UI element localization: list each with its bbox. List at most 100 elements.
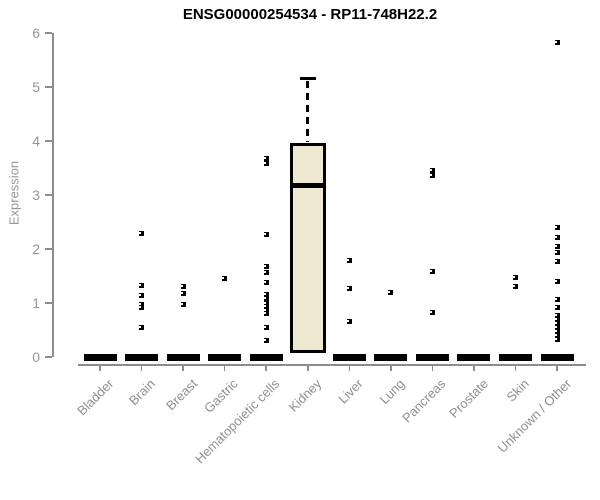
x-category-label: Unknown / Other: [494, 376, 574, 456]
box-body: [289, 142, 326, 354]
outlier-point: [263, 304, 269, 310]
collapsed-box: [249, 353, 283, 361]
x-tick: [140, 364, 143, 371]
outlier-point: [263, 324, 269, 330]
y-tick-label: 5: [32, 79, 40, 95]
outlier-point: [139, 293, 145, 299]
outlier-point: [346, 257, 352, 263]
outlier-point: [263, 311, 269, 317]
outlier-point: [554, 329, 560, 335]
collapsed-box: [83, 353, 117, 361]
outlier-point: [513, 275, 518, 281]
outlier-point: [139, 305, 145, 311]
x-tick: [182, 364, 184, 371]
outlier-point: [139, 301, 145, 307]
y-tick: [45, 356, 52, 358]
x-tick: [223, 364, 226, 371]
outlier-point: [346, 285, 352, 291]
x-category-label: Kidney: [285, 376, 325, 415]
x-tick: [265, 364, 267, 371]
x-tick: [556, 364, 558, 371]
outlier-point: [429, 269, 435, 275]
outlier-point: [180, 284, 186, 290]
y-tick: [45, 302, 52, 304]
y-tick-label: 4: [32, 133, 40, 149]
x-tick: [390, 364, 392, 371]
outlier-point: [554, 225, 560, 231]
y-axis-line: [52, 33, 54, 357]
x-tick: [431, 364, 434, 371]
y-tick: [45, 248, 52, 250]
x-axis-line: [78, 364, 586, 366]
collapsed-box: [457, 353, 491, 361]
outlier-point: [139, 325, 145, 331]
outlier-point: [263, 263, 269, 269]
y-tick-label: 3: [32, 187, 40, 203]
outlier-point: [554, 258, 560, 264]
outlier-point: [263, 155, 269, 161]
whisker-line: [306, 80, 310, 142]
outlier-point: [263, 270, 269, 276]
outlier-point: [222, 276, 228, 282]
x-tick: [348, 364, 351, 371]
outlier-point: [554, 278, 560, 284]
outlier-point: [554, 304, 560, 310]
outlier-point: [263, 338, 269, 344]
outlier-point: [429, 309, 435, 315]
outlier-point: [554, 332, 560, 338]
collapsed-box: [374, 353, 408, 361]
outlier-point: [263, 307, 269, 313]
outlier-point: [554, 250, 560, 256]
x-category-label: Bladder: [74, 376, 117, 419]
outlier-point: [554, 296, 560, 302]
x-category-label: Gastric: [201, 376, 242, 416]
outlier-point: [263, 279, 269, 285]
outlier-point: [554, 243, 560, 249]
outlier-point: [513, 283, 518, 289]
whisker-cap: [299, 77, 316, 81]
outlier-point: [346, 318, 352, 324]
y-tick: [45, 194, 52, 196]
y-tick: [45, 140, 52, 142]
outlier-point: [554, 324, 560, 330]
x-tick: [307, 364, 309, 371]
outlier-point: [554, 40, 560, 46]
y-tick-label: 6: [32, 25, 40, 41]
chart-title: ENSG00000254534 - RP11-748H22.2: [182, 6, 438, 23]
y-tick-label: 1: [32, 295, 40, 311]
outlier-point: [139, 231, 145, 237]
x-category-label: Brain: [126, 376, 159, 409]
outlier-point: [263, 292, 269, 298]
outlier-point: [263, 300, 269, 306]
outlier-point: [263, 161, 269, 167]
median-line: [289, 182, 326, 188]
x-tick: [514, 364, 517, 371]
outlier-point: [554, 313, 560, 319]
outlier-point: [554, 316, 560, 322]
collapsed-box: [540, 353, 574, 361]
x-category-label: Skin: [503, 376, 533, 405]
outlier-point: [180, 290, 186, 296]
outlier-point: [554, 235, 560, 241]
x-category-label: Liver: [335, 376, 366, 407]
x-tick: [99, 364, 101, 371]
x-category-label: Prostate: [445, 376, 491, 421]
x-category-label: Pancreas: [399, 376, 450, 426]
collapsed-box: [208, 353, 242, 361]
outlier-point: [554, 336, 560, 342]
collapsed-box: [125, 353, 159, 361]
outlier-point: [263, 231, 269, 237]
collapsed-box: [499, 353, 532, 361]
outlier-point: [429, 167, 435, 173]
collapsed-box: [166, 353, 200, 361]
y-tick-label: 0: [32, 349, 40, 365]
outlier-point: [554, 321, 560, 327]
outlier-point: [263, 296, 269, 302]
collapsed-box: [332, 353, 366, 361]
x-category-label: Breast: [162, 376, 200, 414]
outlier-point: [139, 283, 145, 289]
x-tick: [473, 364, 475, 371]
collapsed-box: [415, 353, 449, 361]
x-category-label: Lung: [376, 376, 408, 408]
